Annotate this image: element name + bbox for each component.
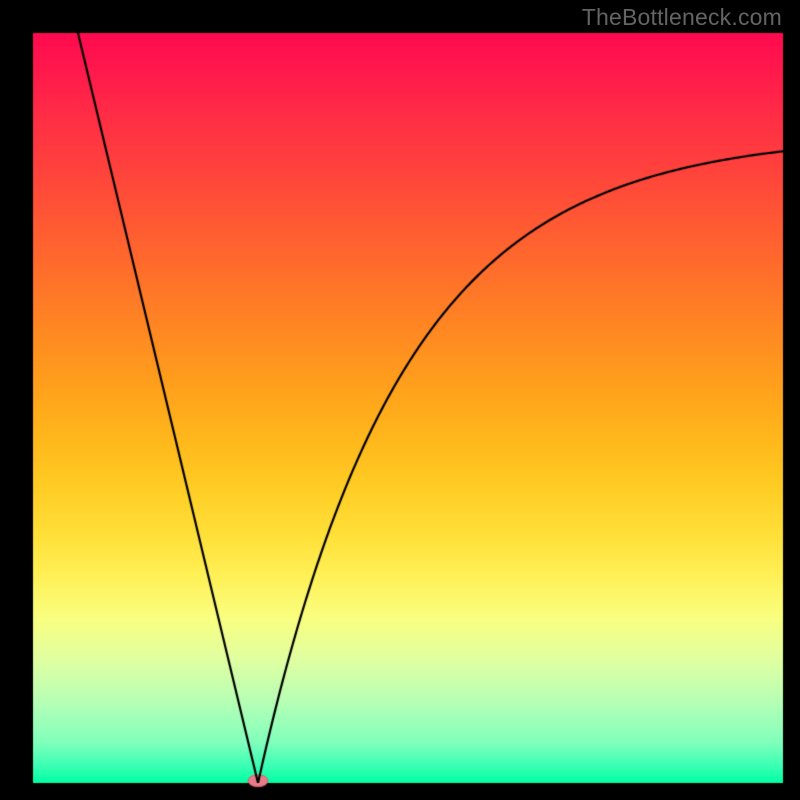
watermark-text: TheBottleneck.com [582, 4, 782, 31]
bottleneck-chart-canvas [0, 0, 800, 800]
chart-container: TheBottleneck.com [0, 0, 800, 800]
